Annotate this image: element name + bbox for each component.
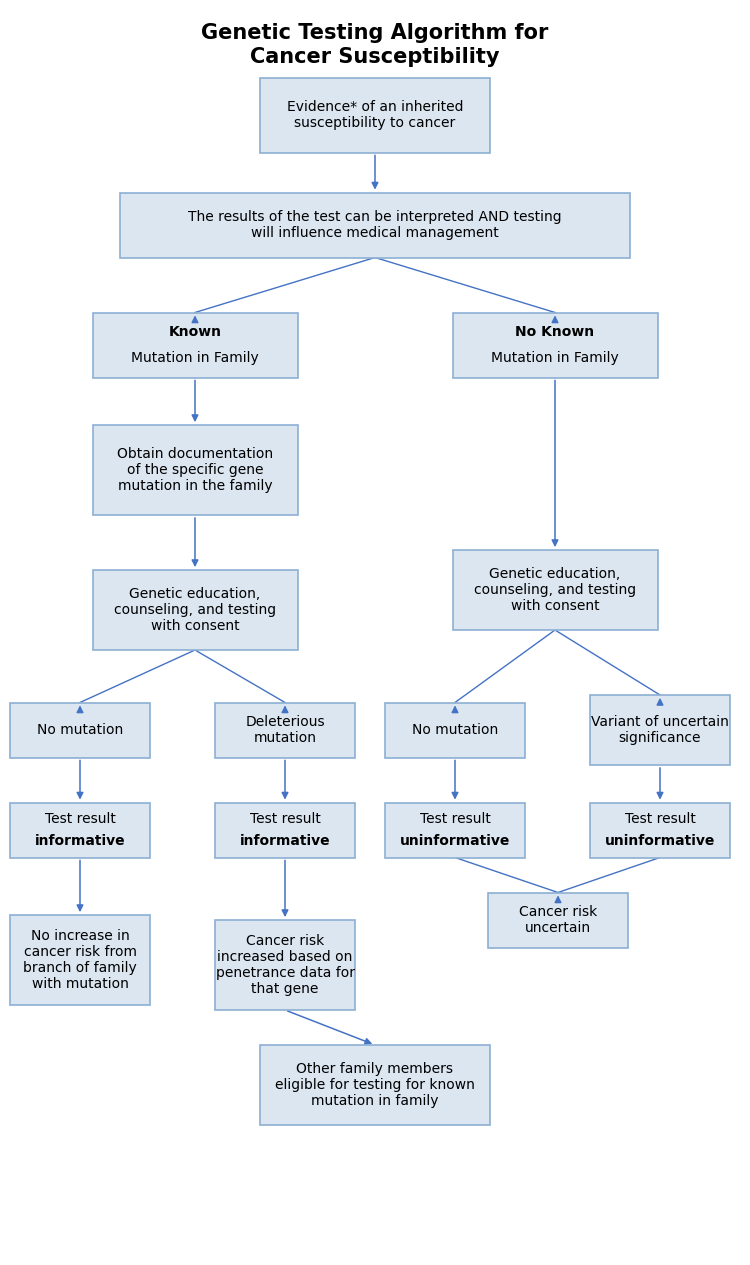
FancyBboxPatch shape (92, 571, 298, 650)
FancyBboxPatch shape (590, 694, 730, 765)
Text: Genetic education,
counseling, and testing
with consent: Genetic education, counseling, and testi… (114, 587, 276, 634)
Text: Variant of uncertain
significance: Variant of uncertain significance (591, 715, 729, 745)
Text: Genetic Testing Algorithm for
Cancer Susceptibility: Genetic Testing Algorithm for Cancer Sus… (201, 23, 549, 67)
FancyBboxPatch shape (215, 802, 355, 858)
Text: No mutation: No mutation (37, 724, 123, 737)
Text: informative: informative (240, 834, 330, 848)
Text: informative: informative (34, 834, 125, 848)
Text: uninformative: uninformative (400, 834, 510, 848)
Text: Deleterious
mutation: Deleterious mutation (245, 715, 325, 745)
FancyBboxPatch shape (92, 425, 298, 515)
FancyBboxPatch shape (215, 920, 355, 1009)
Text: Genetic education,
counseling, and testing
with consent: Genetic education, counseling, and testi… (474, 567, 636, 614)
FancyBboxPatch shape (10, 915, 150, 1004)
Text: Cancer risk
uncertain: Cancer risk uncertain (519, 904, 597, 935)
FancyBboxPatch shape (92, 312, 298, 377)
Text: The results of the test can be interpreted AND testing
will influence medical ma: The results of the test can be interpret… (188, 210, 562, 240)
Text: Mutation in Family: Mutation in Family (491, 350, 619, 366)
FancyBboxPatch shape (120, 192, 630, 258)
Text: Test result: Test result (44, 812, 116, 826)
FancyBboxPatch shape (385, 702, 525, 758)
FancyBboxPatch shape (215, 702, 355, 758)
FancyBboxPatch shape (10, 802, 150, 858)
Text: Evidence* of an inherited
susceptibility to cancer: Evidence* of an inherited susceptibility… (286, 100, 464, 130)
Text: uninformative: uninformative (604, 834, 715, 848)
FancyBboxPatch shape (488, 893, 628, 947)
FancyBboxPatch shape (260, 1045, 490, 1125)
Text: No Known: No Known (515, 325, 595, 339)
FancyBboxPatch shape (10, 702, 150, 758)
FancyBboxPatch shape (260, 77, 490, 153)
Text: Test result: Test result (625, 812, 695, 826)
Text: Cancer risk
increased based on
penetrance data for
that gene: Cancer risk increased based on penetranc… (215, 934, 355, 997)
Text: Obtain documentation
of the specific gene
mutation in the family: Obtain documentation of the specific gen… (117, 447, 273, 493)
Text: Test result: Test result (250, 812, 320, 826)
Text: Mutation in Family: Mutation in Family (131, 350, 259, 366)
FancyBboxPatch shape (452, 312, 658, 377)
FancyBboxPatch shape (385, 802, 525, 858)
Text: No mutation: No mutation (412, 724, 498, 737)
Text: Known: Known (169, 325, 221, 339)
Text: No increase in
cancer risk from
branch of family
with mutation: No increase in cancer risk from branch o… (23, 929, 136, 992)
FancyBboxPatch shape (452, 550, 658, 630)
Text: Test result: Test result (419, 812, 491, 826)
FancyBboxPatch shape (590, 802, 730, 858)
Text: Other family members
eligible for testing for known
mutation in family: Other family members eligible for testin… (275, 1061, 475, 1108)
